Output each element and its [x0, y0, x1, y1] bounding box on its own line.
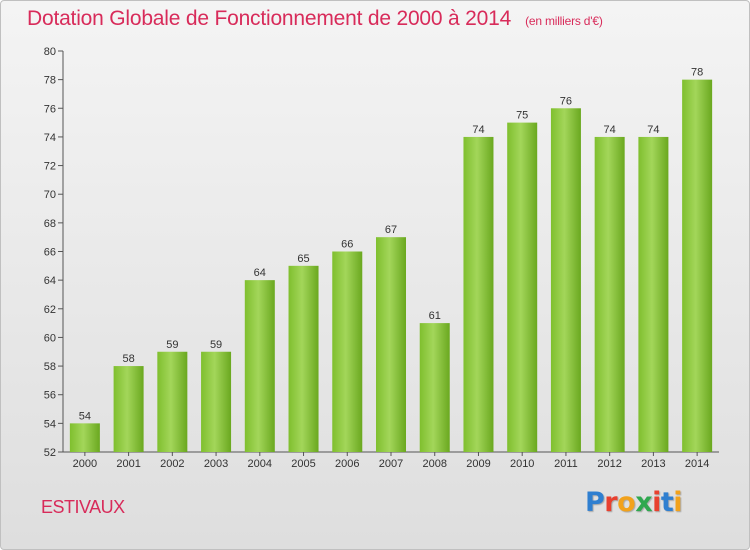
y-tick-label: 76: [44, 103, 56, 115]
x-tick-label: 2007: [379, 458, 403, 470]
x-tick-label: 2008: [422, 458, 446, 470]
bar-value-label: 66: [341, 239, 353, 251]
y-tick-label: 56: [44, 390, 56, 402]
x-tick-label: 2012: [597, 458, 621, 470]
bar-value-label: 74: [647, 124, 659, 136]
x-tick-label: 2005: [291, 458, 315, 470]
bar-value-label: 59: [166, 339, 178, 351]
bar-value-label: 75: [516, 110, 528, 122]
bar-2010: [507, 122, 538, 452]
y-tick-label: 70: [44, 189, 56, 201]
y-tick-label: 54: [44, 418, 56, 430]
proxiti-logo[interactable]: Proxiti: [585, 487, 683, 518]
y-tick-label: 60: [44, 332, 56, 344]
bar-value-label: 65: [297, 253, 309, 265]
x-tick-label: 2010: [510, 458, 534, 470]
chart-title-text: Dotation Globale de Fonctionnement de 20…: [27, 7, 512, 30]
x-tick-label: 2006: [335, 458, 359, 470]
bar-2002: [157, 351, 188, 452]
y-tick-label: 66: [44, 247, 56, 259]
x-tick-label: 2003: [204, 458, 228, 470]
bar-value-label: 59: [210, 339, 222, 351]
bar-value-label: 61: [429, 310, 441, 322]
y-tick-label: 80: [44, 46, 56, 58]
bar-2011: [550, 108, 581, 453]
y-tick-label: 78: [44, 75, 56, 87]
bar-value-label: 78: [691, 67, 703, 79]
y-tick-label: 62: [44, 304, 56, 316]
bar-value-label: 58: [122, 353, 134, 365]
chart-bars: 54 58 59 59 64 65 66 67 61 74 75 76 74 74 78: [69, 67, 713, 453]
y-tick-label: 74: [44, 132, 56, 144]
x-tick-label: 2009: [466, 458, 490, 470]
bar-value-label: 67: [385, 224, 397, 236]
x-tick-label: 2000: [73, 458, 97, 470]
x-tick-label: 2002: [160, 458, 184, 470]
bar-value-label: 76: [560, 95, 572, 107]
y-tick-label: 64: [44, 275, 56, 287]
x-tick-label: 2001: [116, 458, 140, 470]
y-tick-label: 52: [44, 447, 56, 459]
bar-2000: [69, 423, 100, 452]
y-tick-label: 68: [44, 218, 56, 230]
commune-name: ESTIVAUX: [41, 497, 125, 517]
bar-value-label: 54: [79, 410, 91, 422]
x-tick-label: 2014: [685, 458, 709, 470]
bar-2012: [594, 136, 625, 452]
bar-2009: [463, 136, 494, 452]
y-tick-label: 58: [44, 361, 56, 373]
bar-2005: [288, 265, 319, 452]
x-tick-label: 2013: [641, 458, 665, 470]
y-tick-label: 72: [44, 161, 56, 173]
bar-2004: [244, 280, 275, 452]
bar-value-label: 64: [254, 267, 266, 279]
x-tick-label: 2011: [554, 458, 578, 470]
x-tick-label: 2004: [248, 458, 272, 470]
bar-value-label: 74: [472, 124, 484, 136]
chart-subtitle: (en milliers d'€): [525, 14, 603, 28]
bar-value-label: 74: [604, 124, 616, 136]
chart-title: Dotation Globale de Fonctionnement de 20…: [27, 7, 603, 31]
bar-2014: [682, 79, 713, 453]
bar-2013: [638, 136, 669, 452]
bar-2008: [419, 323, 450, 452]
bar-2001: [113, 366, 144, 452]
bar-2006: [332, 251, 363, 452]
bar-2003: [201, 351, 232, 452]
bar-2007: [376, 237, 406, 452]
